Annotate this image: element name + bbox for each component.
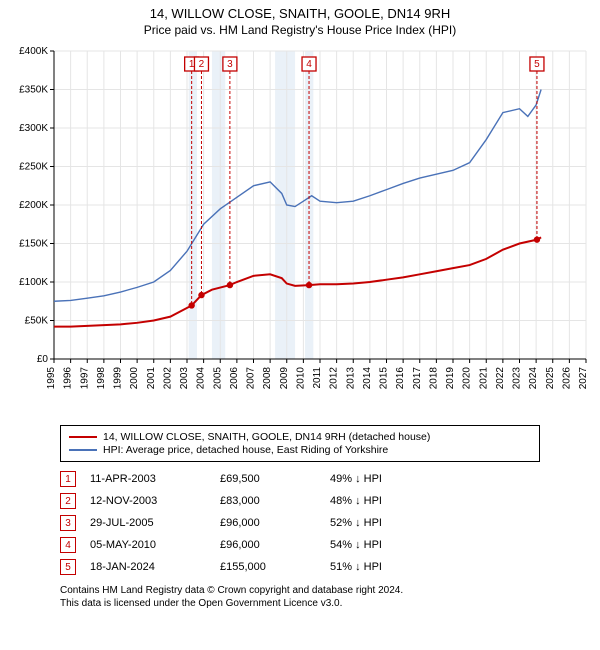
transaction-row: 2 12-NOV-2003£83,00048% ↓ HPI — [60, 490, 540, 512]
x-tick-label: 2020 — [462, 367, 473, 390]
x-tick-label: 2006 — [229, 367, 240, 390]
sale-marker-label: 2 — [199, 59, 205, 70]
x-tick-label: 2010 — [295, 367, 306, 390]
x-tick-label: 2007 — [246, 367, 257, 390]
x-tick-label: 2011 — [312, 367, 323, 389]
chart: £0 £50K £100K £150K £200K £250K £300K £350K £400… — [0, 41, 600, 421]
transaction-delta: 52% ↓ HPI — [330, 517, 450, 529]
y-tick-label: £50K — [25, 316, 49, 327]
sale-marker-label: 4 — [306, 59, 312, 70]
transaction-delta: 49% ↓ HPI — [330, 473, 450, 485]
transaction-date: 11-APR-2003 — [90, 473, 220, 485]
x-tick-label: 2021 — [478, 367, 489, 390]
x-tick-label: 2014 — [362, 367, 373, 390]
legend-swatch — [69, 449, 97, 451]
transaction-price: £96,000 — [220, 539, 330, 551]
x-tick-label: 1995 — [46, 367, 57, 390]
transaction-date: 29-JUL-2005 — [90, 517, 220, 529]
legend-label: HPI: Average price, detached house, East… — [103, 444, 388, 456]
transaction-number-box: 2 — [60, 493, 76, 509]
legend-swatch — [69, 436, 97, 438]
y-tick-label: £150K — [19, 239, 48, 250]
series-hpi — [54, 90, 541, 302]
x-tick-label: 2012 — [329, 367, 340, 390]
x-tick-label: 2017 — [412, 367, 423, 390]
transaction-row: 5 18-JAN-2024£155,00051% ↓ HPI — [60, 556, 540, 578]
transaction-price: £83,000 — [220, 495, 330, 507]
x-tick-label: 2023 — [512, 367, 523, 390]
legend-row: 14, WILLOW CLOSE, SNAITH, GOOLE, DN14 9R… — [69, 431, 531, 443]
x-tick-label: 2003 — [179, 367, 190, 390]
y-tick-label: £250K — [19, 162, 48, 173]
transactions-table: 1 11-APR-2003£69,50049% ↓ HPI 2 12-NOV-2003… — [60, 468, 540, 578]
y-tick-label: £350K — [19, 85, 48, 96]
transaction-date: 12-NOV-2003 — [90, 495, 220, 507]
footer-line2: This data is licensed under the Open Gov… — [60, 597, 540, 610]
transaction-number-box: 5 — [60, 559, 76, 575]
footer-line1: Contains HM Land Registry data © Crown c… — [60, 584, 540, 597]
title-address: 14, WILLOW CLOSE, SNAITH, GOOLE, DN14 9R… — [0, 6, 600, 21]
transaction-row: 4 05-MAY-2010£96,00054% ↓ HPI — [60, 534, 540, 556]
transaction-price: £96,000 — [220, 517, 330, 529]
transaction-delta: 48% ↓ HPI — [330, 495, 450, 507]
x-tick-label: 1997 — [79, 367, 90, 390]
sale-marker-label: 5 — [534, 59, 540, 70]
x-tick-label: 2019 — [445, 367, 456, 390]
transaction-delta: 51% ↓ HPI — [330, 561, 450, 573]
sale-marker-label: 3 — [227, 59, 233, 70]
x-tick-label: 2018 — [428, 367, 439, 390]
transaction-number-box: 4 — [60, 537, 76, 553]
transaction-price: £69,500 — [220, 473, 330, 485]
x-tick-label: 2002 — [162, 367, 173, 390]
x-tick-label: 2013 — [345, 367, 356, 390]
x-tick-label: 2004 — [196, 367, 207, 390]
y-tick-label: £0 — [37, 354, 49, 365]
y-tick-label: £400K — [19, 46, 48, 57]
x-tick-label: 2015 — [379, 367, 390, 390]
x-tick-label: 2024 — [528, 367, 539, 390]
x-tick-label: 2005 — [212, 367, 223, 390]
x-tick-label: 2027 — [578, 367, 589, 390]
transaction-row: 3 29-JUL-2005£96,00052% ↓ HPI — [60, 512, 540, 534]
chart-svg: £0 £50K £100K £150K £200K £250K £300K £350K £400… — [0, 41, 600, 421]
title-block: 14, WILLOW CLOSE, SNAITH, GOOLE, DN14 9R… — [0, 0, 600, 41]
x-tick-label: 2000 — [129, 367, 140, 390]
x-tick-label: 2008 — [262, 367, 273, 390]
x-tick-label: 2001 — [146, 367, 157, 390]
x-tick-label: 1998 — [96, 367, 107, 390]
x-tick-label: 2022 — [495, 367, 506, 390]
transaction-date: 05-MAY-2010 — [90, 539, 220, 551]
transaction-delta: 54% ↓ HPI — [330, 539, 450, 551]
y-tick-label: £300K — [19, 123, 48, 134]
y-tick-label: £100K — [19, 277, 48, 288]
x-tick-label: 2025 — [545, 367, 556, 390]
x-tick-label: 2016 — [395, 367, 406, 390]
x-tick-label: 2009 — [279, 367, 290, 390]
transaction-number-box: 1 — [60, 471, 76, 487]
page-container: 14, WILLOW CLOSE, SNAITH, GOOLE, DN14 9R… — [0, 0, 600, 610]
transaction-row: 1 11-APR-2003£69,50049% ↓ HPI — [60, 468, 540, 490]
transaction-price: £155,000 — [220, 561, 330, 573]
legend-label: 14, WILLOW CLOSE, SNAITH, GOOLE, DN14 9R… — [103, 431, 430, 443]
title-subtitle: Price paid vs. HM Land Registry's House … — [0, 23, 600, 37]
y-tick-label: £200K — [19, 200, 48, 211]
transaction-date: 18-JAN-2024 — [90, 561, 220, 573]
x-tick-label: 2026 — [561, 367, 572, 390]
legend: 14, WILLOW CLOSE, SNAITH, GOOLE, DN14 9R… — [60, 425, 540, 462]
x-tick-label: 1996 — [63, 367, 74, 390]
transaction-number-box: 3 — [60, 515, 76, 531]
footer: Contains HM Land Registry data © Crown c… — [60, 584, 540, 610]
legend-row: HPI: Average price, detached house, East… — [69, 444, 531, 456]
x-tick-label: 1999 — [113, 367, 124, 390]
